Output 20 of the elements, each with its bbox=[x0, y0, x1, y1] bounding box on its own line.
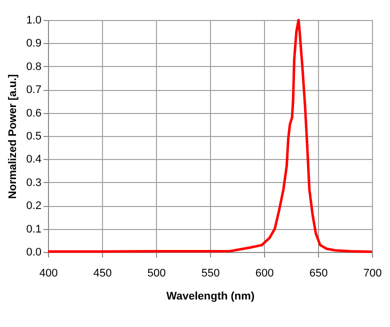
y-tick-label: 1.0 bbox=[26, 14, 42, 26]
y-tick-label: 0.0 bbox=[26, 246, 42, 258]
y-tick-label: 0.7 bbox=[26, 84, 42, 96]
y-tick-label: 0.1 bbox=[26, 223, 42, 236]
y-tick-label: 0.2 bbox=[26, 200, 42, 212]
x-tick-label: 450 bbox=[93, 268, 112, 280]
y-tick-label: 0.5 bbox=[26, 130, 42, 142]
x-tick-label: 400 bbox=[39, 268, 58, 280]
x-tick-label: 550 bbox=[201, 268, 220, 280]
y-tick-label: 0.6 bbox=[26, 107, 42, 120]
x-tick-label: 500 bbox=[147, 268, 166, 280]
x-axis-title: Wavelength (nm) bbox=[166, 290, 255, 302]
y-tick-label: 0.8 bbox=[26, 60, 42, 73]
x-tick-label: 600 bbox=[255, 268, 274, 280]
y-tick-label: 0.9 bbox=[26, 38, 42, 50]
x-tick-label: 700 bbox=[363, 268, 382, 280]
y-axis-title: Normalized Power [a.u.] bbox=[7, 74, 20, 199]
y-tick-label: 0.3 bbox=[26, 176, 42, 189]
x-tick-label: 650 bbox=[309, 268, 328, 280]
y-tick-label: 0.4 bbox=[26, 154, 42, 166]
